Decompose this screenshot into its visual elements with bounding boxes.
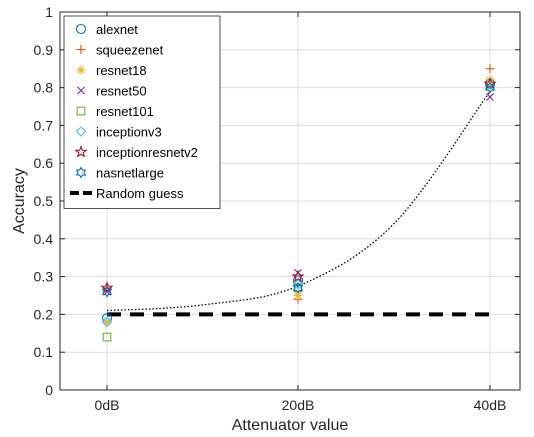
y-axis-label: Accuracy (11, 168, 28, 234)
legend-label: resnet50 (96, 84, 147, 99)
nasnetlarge-marker (484, 81, 496, 94)
y-tick-label: 0.9 (34, 42, 54, 58)
x-tick-label: 0dB (95, 397, 120, 413)
resnet18-marker (102, 317, 112, 327)
inceptionresnetv2-marker (100, 280, 114, 294)
x-axis-label: Attenuator value (232, 417, 349, 434)
legend-resnet18-icon (76, 65, 86, 75)
legend-label: squeezenet (96, 43, 164, 58)
inceptionv3-marker (101, 316, 113, 328)
resnet101-marker (293, 283, 303, 293)
y-tick-label: 0.6 (34, 155, 54, 171)
data-markers (100, 64, 497, 342)
resnet50-marker (486, 93, 494, 102)
legend-label: alexnet (96, 22, 138, 37)
x-tick-label: 20dB (282, 397, 315, 413)
y-axis-ticks: 0 0.1 0.2 0.3 0.4 0.5 0.6 0.7 0.8 0.9 1 (34, 4, 520, 398)
legend-box (63, 15, 221, 209)
alexnet-marker (292, 275, 304, 286)
legend-nasnetlarge-icon (75, 166, 87, 179)
y-tick-label: 0.4 (34, 231, 54, 247)
inceptionv3-marker (292, 278, 304, 290)
y-tick-label: 0 (45, 382, 53, 398)
y-tick-label: 0.2 (34, 306, 54, 322)
legend: alexnet squeezenet resnet18 resnet50 resnet1… (63, 15, 221, 209)
legend-resnet101-icon (76, 106, 86, 116)
nasnetlarge-marker (292, 281, 304, 294)
legend-squeezenet-icon (76, 45, 86, 54)
legend-inceptionv3-icon (75, 126, 87, 137)
y-tick-label: 0.7 (34, 117, 54, 133)
y-tick-label: 0.1 (34, 344, 54, 360)
legend-inceptionresnetv2-icon (74, 145, 88, 158)
legend-resnet50-icon (77, 86, 85, 95)
legend-label: nasnetlarge (96, 166, 164, 181)
trend-curve (106, 90, 491, 312)
y-tick-label: 0.8 (34, 80, 54, 96)
squeezenet-marker (485, 64, 495, 74)
legend-label: inceptionresnetv2 (96, 145, 198, 160)
legend-label: resnet18 (96, 63, 147, 78)
nasnetlarge-marker (101, 285, 113, 298)
y-tick-label: 0.5 (34, 193, 54, 209)
legend-label: Random guess (96, 186, 184, 201)
x-axis-ticks: 0dB 20dB 40dB (95, 12, 507, 413)
resnet101-marker (102, 332, 112, 342)
inceptionresnetv2-marker (291, 269, 305, 283)
legend-alexnet-icon (75, 23, 87, 35)
x-tick-label: 40dB (474, 397, 507, 413)
legend-label: inceptionv3 (96, 125, 162, 140)
inceptionresnetv2-marker (483, 76, 497, 90)
y-tick-label: 0.3 (34, 269, 54, 285)
legend-label: resnet101 (96, 104, 154, 119)
y-tick-label: 1 (45, 4, 53, 20)
